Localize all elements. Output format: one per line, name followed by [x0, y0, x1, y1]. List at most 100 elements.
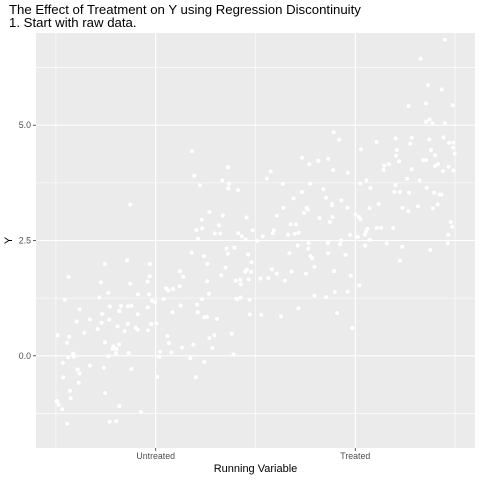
axis-ticks: 0.0 2.5 5.0 Untreated Treated	[19, 120, 371, 461]
data-point	[76, 380, 81, 385]
data-point	[430, 121, 435, 126]
data-point	[291, 196, 296, 201]
data-point	[450, 224, 455, 229]
data-point	[110, 346, 115, 351]
data-point	[391, 226, 396, 230]
data-point	[196, 236, 200, 241]
data-point	[177, 284, 182, 289]
data-point	[244, 267, 249, 272]
data-point	[210, 346, 215, 351]
data-point	[233, 278, 238, 283]
data-point	[122, 329, 127, 334]
data-point	[229, 331, 234, 336]
data-point	[236, 188, 241, 193]
data-point	[296, 230, 301, 235]
data-point	[292, 231, 297, 236]
data-point	[67, 388, 72, 393]
data-point	[376, 202, 381, 207]
data-point	[274, 271, 279, 276]
data-point	[178, 303, 183, 308]
data-point	[362, 232, 367, 237]
data-point	[345, 205, 350, 210]
data-point	[393, 183, 398, 187]
data-point	[238, 282, 243, 287]
data-point	[302, 211, 306, 215]
data-point	[445, 241, 450, 246]
data-point	[304, 271, 309, 276]
data-point	[95, 327, 100, 332]
data-point	[283, 278, 287, 283]
data-point	[150, 298, 155, 303]
data-point	[258, 276, 263, 281]
data-point	[247, 297, 252, 302]
data-point	[441, 135, 446, 140]
data-point	[102, 261, 107, 266]
data-point	[224, 246, 229, 251]
data-point	[448, 220, 453, 224]
data-point	[418, 56, 423, 61]
y-tick-label: 0.0	[19, 351, 31, 361]
data-point	[114, 346, 119, 351]
data-point	[295, 243, 300, 248]
data-point	[450, 103, 455, 108]
data-point	[129, 303, 134, 308]
data-point	[428, 248, 433, 253]
data-point	[117, 404, 122, 409]
data-point	[62, 297, 67, 302]
data-point	[355, 234, 360, 239]
data-point	[250, 228, 255, 233]
data-point	[225, 165, 230, 170]
data-point	[117, 309, 122, 314]
data-point	[60, 407, 65, 412]
data-point	[415, 204, 420, 209]
data-point	[405, 176, 410, 181]
data-point	[374, 226, 379, 230]
data-point	[424, 120, 429, 124]
data-point	[339, 238, 344, 243]
data-point	[443, 121, 447, 125]
data-point	[427, 137, 432, 142]
data-point	[439, 87, 444, 92]
data-point	[212, 231, 217, 236]
data-point	[299, 155, 304, 160]
data-point	[288, 222, 293, 227]
y-axis-title: Y	[3, 236, 15, 244]
data-point	[394, 153, 398, 158]
data-point	[226, 186, 231, 191]
data-point	[332, 269, 336, 274]
data-point	[287, 251, 292, 256]
data-point	[379, 225, 384, 230]
data-point	[442, 37, 447, 42]
data-point	[114, 419, 119, 424]
data-point	[246, 277, 251, 282]
data-point	[330, 215, 335, 219]
data-point	[451, 168, 456, 173]
data-point	[447, 140, 451, 145]
data-point	[223, 265, 228, 270]
data-point	[169, 350, 174, 355]
data-point	[347, 232, 352, 237]
data-point	[337, 137, 342, 142]
data-point	[350, 326, 355, 330]
data-point	[365, 226, 370, 231]
data-point	[409, 167, 414, 172]
data-point	[243, 237, 248, 242]
data-point	[430, 206, 435, 211]
data-point	[157, 354, 162, 359]
data-point	[65, 421, 70, 426]
data-point	[440, 169, 445, 173]
x-axis-title: Running Variable	[214, 463, 298, 475]
data-point	[129, 367, 134, 371]
data-point	[312, 264, 317, 269]
data-point	[326, 156, 331, 161]
data-point	[286, 232, 291, 237]
data-point	[232, 245, 237, 250]
data-point	[339, 198, 344, 203]
data-point	[452, 151, 457, 156]
data-point	[71, 354, 76, 359]
chart-subtitle: 1. Start with raw data.	[9, 15, 137, 30]
data-point	[201, 254, 206, 259]
data-point	[207, 209, 212, 214]
data-point	[60, 360, 65, 365]
